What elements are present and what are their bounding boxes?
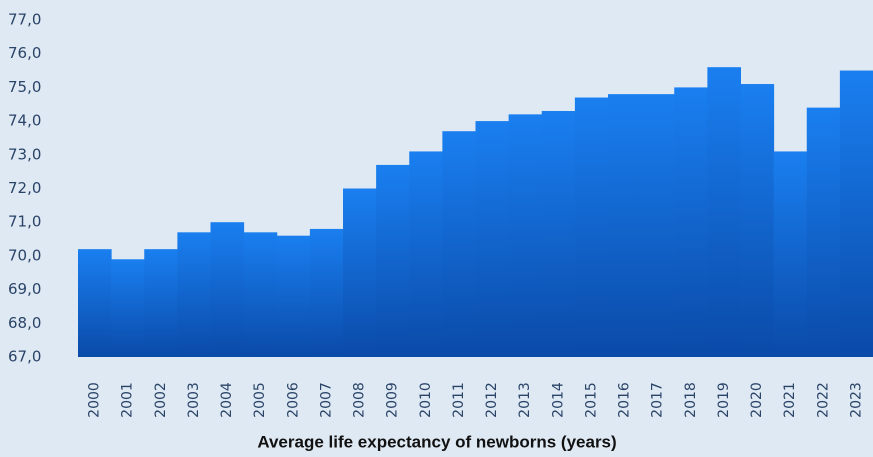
y-tick-label: 71,0 <box>8 213 41 231</box>
y-tick-label: 73,0 <box>8 145 41 163</box>
bar <box>574 97 609 357</box>
bar <box>541 110 576 358</box>
bar <box>707 67 741 358</box>
x-tick-label: 2008 <box>352 382 368 418</box>
y-tick-label: 72,0 <box>8 179 41 197</box>
x-tick-label: 2007 <box>318 382 334 418</box>
bar <box>409 151 443 357</box>
y-tick-label: 67,0 <box>8 348 41 366</box>
bar <box>309 228 344 357</box>
y-tick-label: 76,0 <box>8 44 41 62</box>
x-tick-label: 2006 <box>285 382 301 418</box>
x-tick-label: 2005 <box>252 382 268 418</box>
bar <box>806 107 841 358</box>
bar <box>674 87 708 358</box>
bar <box>376 164 410 357</box>
x-tick-label: 2014 <box>550 382 566 418</box>
y-tick-label: 69,0 <box>8 280 41 298</box>
x-tick-label: 2009 <box>385 382 401 418</box>
x-tick-label: 2012 <box>484 382 500 418</box>
x-tick-label: 2023 <box>848 382 864 418</box>
x-tick-label: 2019 <box>716 382 732 418</box>
y-tick-label: 74,0 <box>8 112 41 130</box>
y-tick-label: 70,0 <box>8 246 41 264</box>
x-tick-label: 2000 <box>87 382 103 418</box>
bar <box>343 188 377 357</box>
y-tick-label: 75,0 <box>8 78 41 96</box>
x-tick-label: 2022 <box>815 382 831 418</box>
bar <box>641 94 675 357</box>
bar <box>608 94 642 357</box>
x-tick-label: 2002 <box>153 382 169 418</box>
bar <box>276 235 311 357</box>
x-tick-label: 2017 <box>650 382 666 418</box>
bar <box>475 121 510 357</box>
x-tick-label: 2011 <box>451 382 467 418</box>
bar <box>78 249 112 357</box>
x-tick-label: 2016 <box>617 382 633 418</box>
bar <box>773 151 808 357</box>
x-tick-label: 2010 <box>418 382 434 418</box>
bar <box>740 84 775 357</box>
bar <box>210 222 245 357</box>
x-tick-label: 2004 <box>219 382 235 418</box>
chart-title: Average life expectancy of newborns (yea… <box>257 432 616 451</box>
x-tick-label: 2021 <box>782 382 798 418</box>
x-tick-label: 2013 <box>517 382 533 418</box>
x-tick-label: 2001 <box>120 382 136 418</box>
bar <box>177 232 211 357</box>
bar <box>243 232 278 357</box>
x-tick-label: 2020 <box>749 382 765 418</box>
bar <box>508 114 543 357</box>
y-tick-label: 68,0 <box>8 314 41 332</box>
bar <box>144 249 178 357</box>
bar <box>442 131 476 357</box>
bar <box>839 70 873 358</box>
bar <box>111 259 145 357</box>
y-tick-label: 77,0 <box>8 11 41 29</box>
x-tick-label: 2018 <box>683 382 699 418</box>
x-tick-label: 2003 <box>186 382 202 418</box>
x-tick-label: 2015 <box>583 382 599 418</box>
